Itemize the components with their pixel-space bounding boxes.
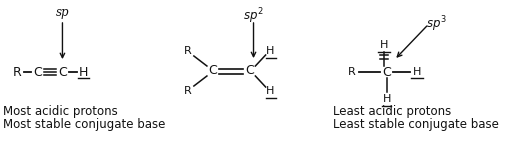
Text: Least stable conjugate base: Least stable conjugate base	[333, 118, 499, 131]
Text: R: R	[348, 67, 355, 77]
Text: C: C	[33, 66, 41, 78]
Text: C: C	[245, 65, 254, 77]
Text: Most stable conjugate base: Most stable conjugate base	[3, 118, 165, 131]
Text: H: H	[413, 67, 422, 77]
Text: H: H	[383, 94, 391, 104]
Text: R: R	[13, 66, 21, 78]
Text: sp: sp	[56, 6, 69, 19]
Text: Least acidic protons: Least acidic protons	[333, 105, 451, 118]
Text: $sp^3$: $sp^3$	[426, 14, 447, 34]
Text: H: H	[380, 40, 388, 50]
Text: C: C	[58, 66, 67, 78]
Text: $sp^2$: $sp^2$	[243, 6, 264, 26]
Text: H: H	[79, 66, 89, 78]
Text: Most acidic protons: Most acidic protons	[3, 105, 118, 118]
Text: R: R	[183, 46, 191, 56]
Text: C: C	[208, 65, 217, 77]
Text: H: H	[266, 46, 275, 56]
Text: R: R	[183, 86, 191, 96]
Text: C: C	[382, 66, 391, 78]
Text: H: H	[266, 86, 275, 96]
